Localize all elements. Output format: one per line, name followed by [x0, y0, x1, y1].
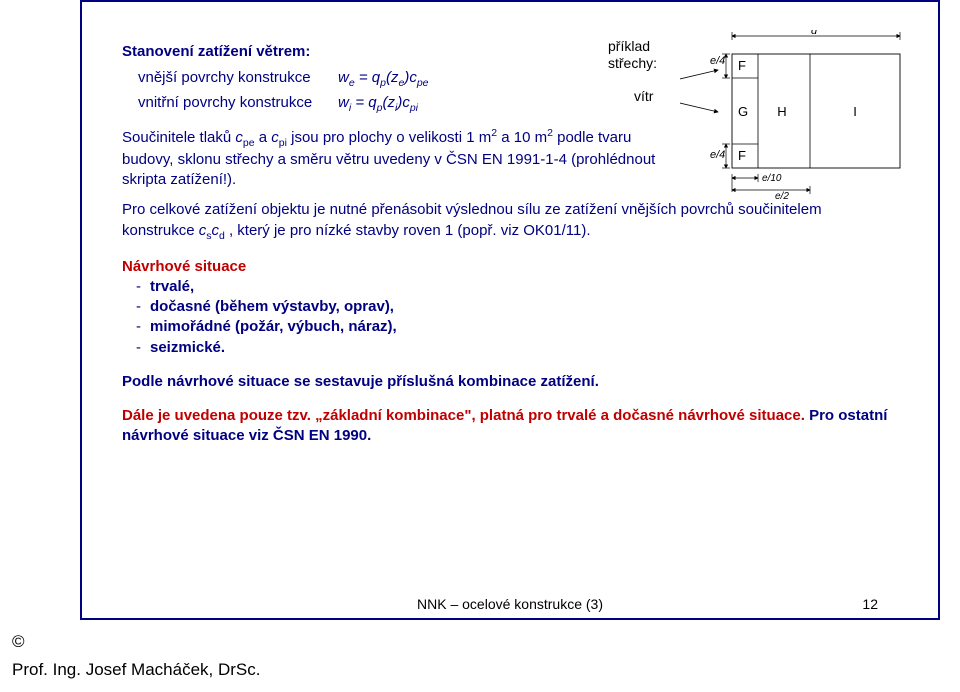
- list-item: -mimořádné (požár, výbuch, náraz),: [136, 317, 908, 337]
- e4a: e/4: [710, 55, 725, 67]
- sentence2-pre: Dále je uvedena pouze tzv. „základní kom…: [122, 407, 805, 424]
- diagram-svg: d e/4 e/4 F F G H I e/10 e/2: [680, 30, 920, 200]
- vitr-label: vítr: [634, 88, 653, 104]
- outer-eq: we = qp(ze)cpe: [338, 68, 429, 90]
- author: Prof. Ing. Josef Macháček, DrSc.: [12, 660, 260, 680]
- slide-frame: Stanovení zatížení větrem: vnější povrch…: [80, 0, 940, 620]
- footer: NNK – ocelové konstrukce (3) 12: [82, 596, 938, 612]
- sentence2: Dále je uvedena pouze tzv. „základní kom…: [122, 406, 908, 447]
- inner-eq: wi = qp(zi)cpi: [338, 93, 418, 115]
- list-item: -dočasné (během výstavby, oprav),: [136, 297, 908, 317]
- list-item: -seizmické.: [136, 338, 908, 358]
- inner-label: vnitřní povrchy konstrukce: [138, 93, 338, 113]
- para1: Součinitele tlaků cpe a cpi jsou pro plo…: [122, 126, 682, 191]
- situace-head: Návrhové situace: [122, 257, 908, 277]
- priklad-label: příklad střechy:: [608, 38, 657, 72]
- footer-text: NNK – ocelové konstrukce (3): [417, 596, 603, 612]
- G: G: [738, 104, 748, 119]
- e4b: e/4: [710, 149, 725, 161]
- F1: F: [738, 58, 746, 73]
- copyright: ©: [12, 632, 25, 652]
- situace-list: -trvalé,-dočasné (během výstavby, oprav)…: [122, 277, 908, 358]
- list-item: -trvalé,: [136, 277, 908, 297]
- page-number: 12: [862, 596, 878, 612]
- H: H: [777, 104, 786, 119]
- roof-diagram: příklad střechy: vítr d e/4 e/4: [680, 30, 920, 200]
- e2: e/2: [775, 191, 789, 200]
- I: I: [853, 104, 857, 119]
- F2: F: [738, 148, 746, 163]
- para2: Pro celkové zatížení objektu je nutné př…: [122, 200, 892, 242]
- e10: e/10: [762, 173, 782, 184]
- sentence1: Podle návrhové situace se sestavuje přís…: [122, 372, 908, 392]
- d-label: d: [811, 30, 818, 37]
- outer-label: vnější povrchy konstrukce: [138, 68, 338, 88]
